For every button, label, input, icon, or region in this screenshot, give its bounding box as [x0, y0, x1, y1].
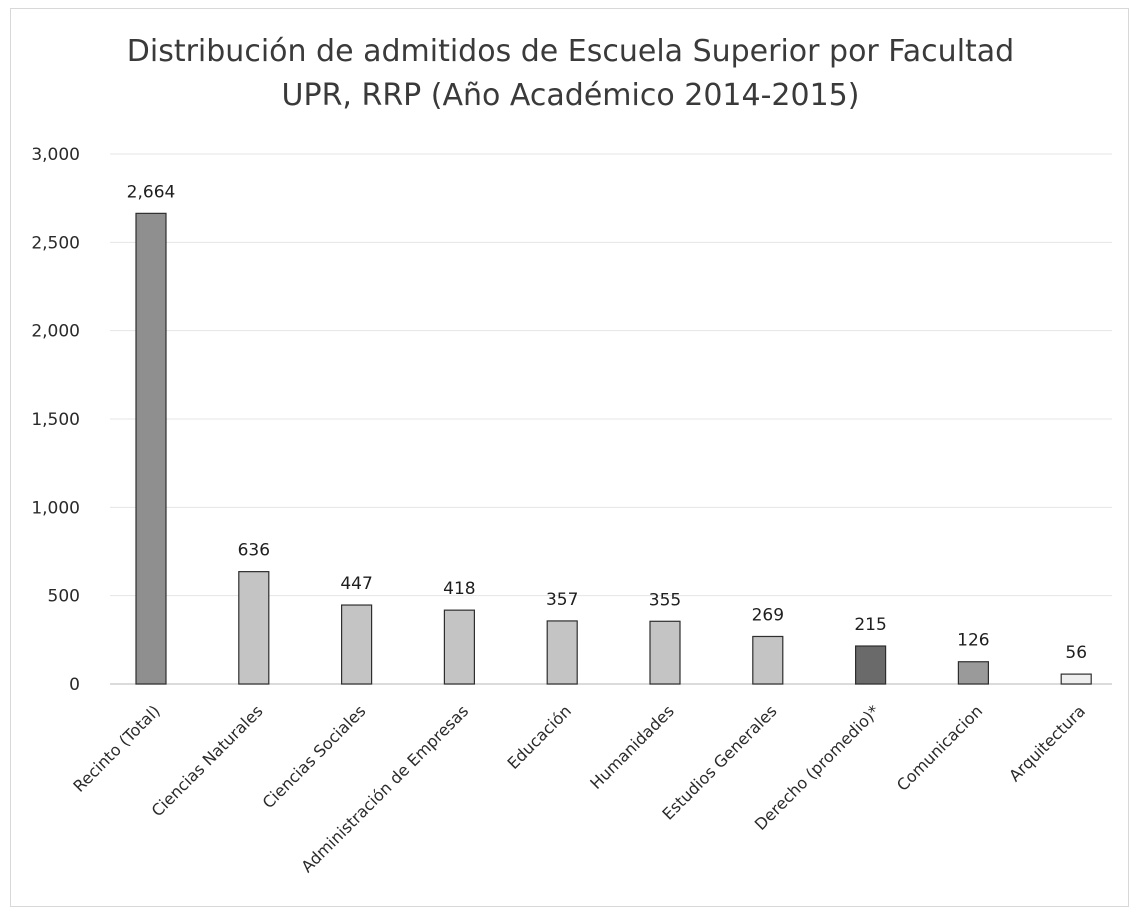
category-label: Administración de Empresas	[297, 701, 472, 876]
category-label: Recinto (Total)	[69, 701, 163, 795]
data-label: 126	[957, 631, 989, 651]
data-label: 215	[854, 615, 886, 635]
data-label: 636	[238, 541, 270, 561]
category-label: Ciencias Naturales	[148, 701, 267, 820]
bar	[957, 661, 990, 685]
data-label: 447	[340, 574, 372, 594]
category-label: Comunicacion	[893, 701, 986, 794]
bar	[135, 212, 167, 685]
data-label: 2,664	[127, 182, 176, 202]
category-label: Estudios Generales	[658, 701, 780, 823]
chart-title: Distribución de admitidos de Escuela Sup…	[0, 30, 1141, 118]
data-label: 355	[649, 590, 681, 610]
data-label: 269	[752, 605, 784, 625]
category-label: Humanidades	[586, 701, 678, 793]
y-tick-label: 3,000	[31, 145, 80, 165]
chart-title-line-1: Distribución de admitidos de Escuela Sup…	[126, 34, 1015, 69]
data-label: 56	[1065, 643, 1087, 663]
chart-title-line-2: UPR, RRP (Año Académico 2014-2015)	[281, 78, 860, 113]
y-tick-label: 2,500	[31, 233, 80, 253]
bar	[546, 620, 578, 685]
category-label: Arquitectura	[1005, 701, 1089, 785]
data-label: 357	[546, 590, 578, 610]
bar	[443, 609, 475, 685]
chart-frame	[10, 8, 1129, 907]
y-tick-label: 1,000	[31, 498, 80, 518]
y-tick-label: 0	[69, 675, 80, 695]
bar	[649, 620, 681, 685]
y-tick-label: 2,000	[31, 322, 80, 342]
category-label: Ciencias Sociales	[259, 701, 370, 812]
bar	[1060, 673, 1092, 685]
bar	[341, 604, 373, 685]
data-label: 418	[443, 579, 475, 599]
y-tick-label: 1,500	[31, 410, 80, 430]
bar	[854, 645, 887, 685]
category-label: Educación	[503, 701, 575, 773]
bar	[238, 571, 270, 685]
bar	[752, 635, 784, 685]
y-tick-label: 500	[48, 587, 80, 607]
